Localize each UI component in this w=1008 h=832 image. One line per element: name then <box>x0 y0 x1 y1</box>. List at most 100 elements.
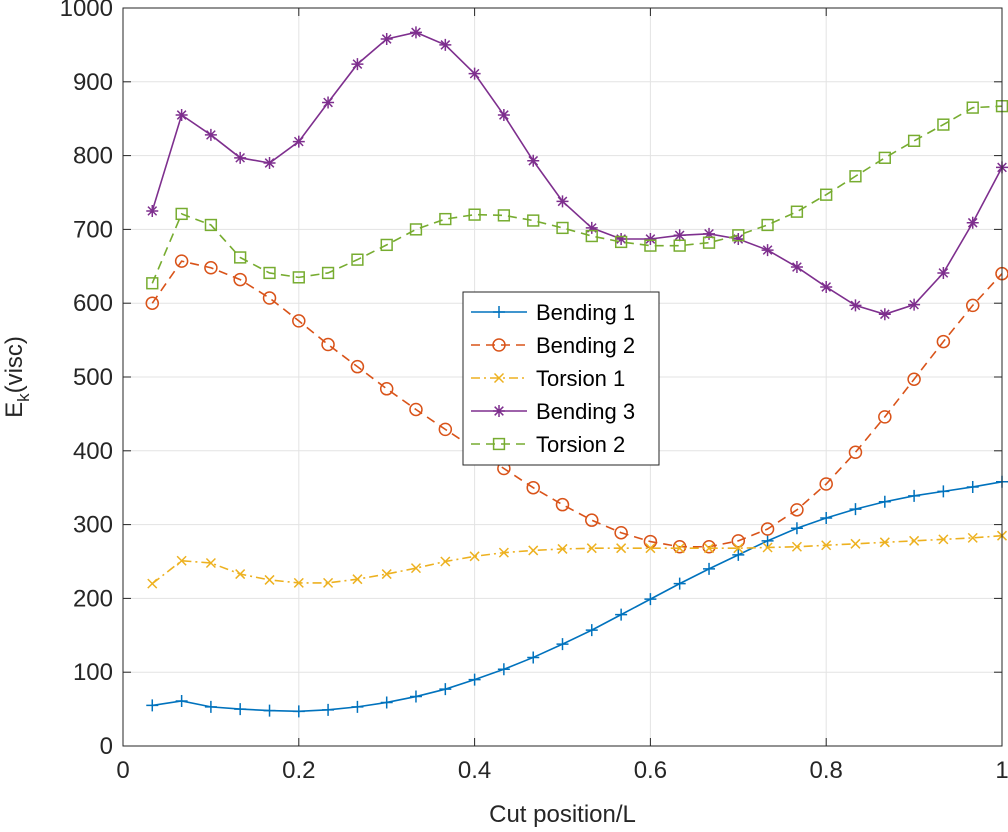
data-point <box>409 690 422 703</box>
data-point <box>381 569 392 580</box>
data-point <box>790 261 803 274</box>
data-point <box>585 221 598 234</box>
data-point <box>379 382 394 396</box>
legend-item: Torsion 2 <box>471 432 625 457</box>
data-point <box>323 577 334 588</box>
data-point <box>321 266 335 280</box>
data-point <box>350 359 365 374</box>
data-point <box>878 495 891 508</box>
x-tick-label: 0 <box>116 757 129 784</box>
x-tick-label: 0.2 <box>282 757 315 784</box>
data-point <box>907 134 921 147</box>
data-point <box>352 574 363 585</box>
data-point <box>527 154 540 167</box>
data-point <box>702 539 716 554</box>
data-point <box>879 537 890 548</box>
data-point <box>848 445 863 460</box>
legend-marker <box>493 405 505 417</box>
data-point <box>614 235 628 249</box>
data-point <box>585 624 598 637</box>
y-axis-label-main: E <box>1 402 28 418</box>
data-point <box>731 534 746 548</box>
data-point <box>557 543 568 554</box>
data-point <box>469 551 480 562</box>
data-point <box>820 188 833 201</box>
data-point <box>849 503 862 516</box>
data-point <box>820 511 833 524</box>
data-point <box>791 541 802 552</box>
data-point <box>937 118 950 131</box>
data-point <box>703 543 715 554</box>
y-tick-label: 400 <box>73 438 113 465</box>
data-point <box>614 525 628 540</box>
series-bending-3 <box>146 26 1008 321</box>
data-point <box>762 542 773 553</box>
data-point <box>878 410 892 424</box>
data-point <box>468 67 481 80</box>
data-point <box>322 703 335 716</box>
data-point <box>262 291 277 305</box>
data-point <box>498 547 509 558</box>
y-axis-label-rest: (visc) <box>1 336 28 393</box>
data-point <box>585 229 598 243</box>
series-torsion-2 <box>146 100 1008 290</box>
data-point <box>909 535 920 546</box>
data-point <box>673 577 686 590</box>
data-point <box>263 704 276 717</box>
data-point <box>235 569 246 580</box>
data-point <box>878 308 891 321</box>
data-point <box>380 696 393 709</box>
data-point <box>175 207 188 221</box>
legend-marker <box>493 306 505 318</box>
legend-label: Torsion 1 <box>536 366 625 391</box>
data-point <box>615 232 628 245</box>
data-point <box>938 534 949 545</box>
data-point <box>321 337 335 352</box>
data-point <box>351 700 364 713</box>
data-point <box>672 539 687 554</box>
tick-labels: 0 0.2 0.4 0.6 0.8 1 0 100 200 300 400 500 600 700 800 9… <box>60 0 1008 784</box>
data-point <box>527 214 540 227</box>
y-tick-label: 500 <box>73 364 113 391</box>
data-point <box>820 280 833 293</box>
data-point <box>468 673 481 686</box>
data-point <box>145 296 160 310</box>
legend-item: Bending 3 <box>471 399 635 424</box>
data-point <box>790 503 804 517</box>
data-point <box>821 540 832 551</box>
data-point <box>966 480 979 493</box>
data-point <box>292 705 305 718</box>
data-point <box>556 221 569 235</box>
data-point <box>233 272 247 287</box>
data-point <box>438 422 453 437</box>
data-point <box>175 694 188 707</box>
data-point <box>966 101 979 114</box>
y-tick-label: 100 <box>73 659 113 686</box>
data-point <box>761 244 774 257</box>
data-point <box>907 372 921 386</box>
data-point <box>849 170 862 183</box>
data-point <box>967 532 978 543</box>
data-point <box>673 239 686 252</box>
y-tick-label: 700 <box>73 216 113 243</box>
x-tick-label: 1 <box>995 757 1008 784</box>
data-point <box>146 277 159 290</box>
series-line <box>151 105 1003 284</box>
series-torsion-1 <box>147 530 1008 589</box>
y-tick-label: 600 <box>73 290 113 317</box>
y-tick-label: 1000 <box>60 0 113 22</box>
data-point <box>760 522 775 536</box>
data-point <box>234 251 247 264</box>
data-point <box>439 38 452 51</box>
y-tick-label: 0 <box>100 733 113 760</box>
data-point <box>264 574 275 585</box>
series-bending-1 <box>146 475 1008 718</box>
legend-marker <box>492 338 506 352</box>
data-point <box>497 209 511 222</box>
data-point <box>204 700 217 713</box>
data-point <box>439 212 452 226</box>
data-point <box>293 577 304 588</box>
data-point <box>527 651 540 664</box>
data-point <box>409 223 423 236</box>
